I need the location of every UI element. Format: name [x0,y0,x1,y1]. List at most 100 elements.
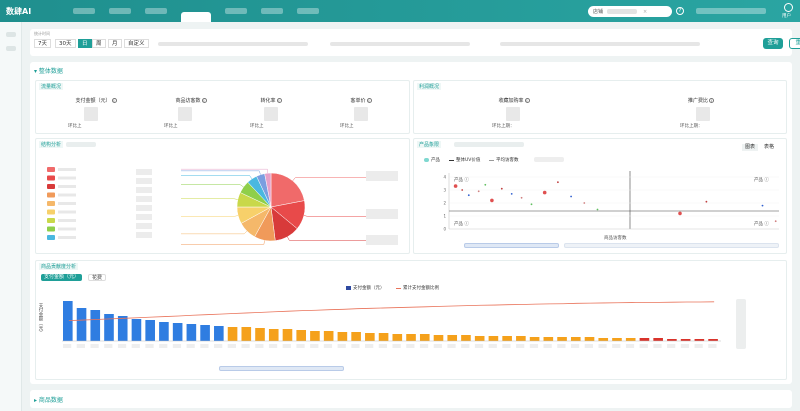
nav-item-active[interactable] [181,12,211,22]
bar[interactable] [159,322,169,341]
sidebar-item[interactable] [6,32,16,37]
help-icon[interactable]: ? [676,7,684,15]
cumulative-ratio-line[interactable] [68,301,715,322]
bar[interactable] [433,335,444,341]
legend-avg-visitors[interactable]: 平均访客数 [489,157,519,163]
range-custom[interactable]: 自定义 [124,39,149,48]
legend-swatch[interactable] [47,226,55,232]
legend-swatch[interactable] [47,184,55,189]
bar[interactable] [104,314,114,341]
bar[interactable] [63,301,73,341]
range-month[interactable]: 月 [108,39,122,48]
legend-swatch[interactable] [47,209,55,215]
bar[interactable] [557,337,567,341]
info-icon[interactable]: i [709,98,714,103]
scatter-point[interactable] [520,196,523,199]
scatter-point[interactable] [477,190,480,193]
user-label[interactable]: 用户 [782,14,791,19]
info-icon[interactable]: i [366,98,372,103]
tab-payment[interactable]: 支付金额（元） [41,274,83,281]
bar[interactable] [227,327,238,341]
scatter-point[interactable] [461,189,464,191]
bar[interactable] [543,337,554,341]
legend-cumulative[interactable]: 累计支付金额比例 [396,285,439,291]
range-day[interactable]: 日 [78,39,92,48]
bar[interactable] [419,334,430,341]
bar[interactable] [296,330,307,341]
bar[interactable] [117,316,128,341]
bar[interactable] [708,339,718,341]
legend-uv-value[interactable]: 整体UV价值 [449,157,480,163]
nav-item[interactable] [73,8,95,14]
bar[interactable] [145,320,155,341]
bar[interactable] [598,338,609,341]
legend-product[interactable]: 产品 [424,157,440,163]
scatter-point[interactable] [467,194,470,197]
bar[interactable] [516,336,526,341]
scatter-point[interactable] [453,184,458,188]
shop-search-input[interactable]: 店铺 × [588,6,672,17]
nav-item[interactable] [297,8,319,14]
bar[interactable] [502,336,512,341]
bar[interactable] [529,337,540,341]
info-icon[interactable]: i [524,98,530,103]
legend-payment[interactable]: 支付金额（元） [346,285,385,291]
range-week[interactable]: 周 [92,39,106,48]
nav-item[interactable] [261,8,283,14]
scatter-point[interactable] [705,200,708,203]
bar[interactable] [625,338,636,341]
bar[interactable] [76,308,87,341]
bar[interactable] [241,327,252,341]
info-icon[interactable]: i [111,98,117,103]
user-icon[interactable] [784,3,793,12]
bar[interactable] [268,329,279,341]
bar[interactable] [612,338,622,341]
bar[interactable] [90,310,101,341]
view-chart-tab[interactable]: 图表 [742,144,759,151]
legend-swatch[interactable] [47,192,55,198]
scatter-point[interactable] [557,181,559,184]
bar[interactable] [570,337,581,341]
bar[interactable] [653,338,663,341]
bar[interactable] [639,338,650,341]
query-button[interactable]: 查询 [763,38,783,49]
bar[interactable] [255,328,265,341]
filter-select[interactable] [330,42,470,46]
legend-swatch[interactable] [47,175,55,181]
bar[interactable] [667,339,677,341]
nav-item[interactable] [225,8,247,14]
bar[interactable] [461,335,471,341]
nav-item[interactable] [145,8,167,14]
view-table-tab[interactable]: 表格 [764,144,775,150]
bar[interactable] [186,324,197,341]
bar[interactable] [131,319,142,341]
bar[interactable] [351,332,361,341]
range-30d[interactable]: 30天 [55,39,76,48]
scatter-point[interactable] [530,203,533,206]
legend-swatch[interactable] [47,235,55,240]
tab-cost[interactable]: 花费 [88,274,107,281]
bar[interactable] [447,335,458,341]
scatter-point[interactable] [596,208,599,211]
zoom-slider[interactable] [464,243,559,248]
sidebar-item[interactable] [6,46,16,51]
legend-swatch[interactable] [47,167,55,172]
scatter-point[interactable] [570,195,572,198]
bar[interactable] [323,331,334,341]
bar[interactable] [337,332,348,341]
bar[interactable] [406,334,416,341]
bar[interactable] [392,334,403,341]
reset-button[interactable]: 重置 [789,38,800,49]
legend-swatch[interactable] [47,218,55,223]
scatter-point[interactable] [774,220,777,223]
bar[interactable] [365,333,375,341]
scatter-point[interactable] [542,190,547,195]
date-range-picker[interactable] [158,42,308,46]
bar[interactable] [694,339,705,341]
bar[interactable] [488,336,499,341]
scatter-point[interactable] [510,193,513,195]
scatter-point[interactable] [583,202,586,204]
scatter-point[interactable] [678,211,682,216]
zoom-track[interactable] [564,243,779,248]
info-icon[interactable]: i [201,98,207,103]
